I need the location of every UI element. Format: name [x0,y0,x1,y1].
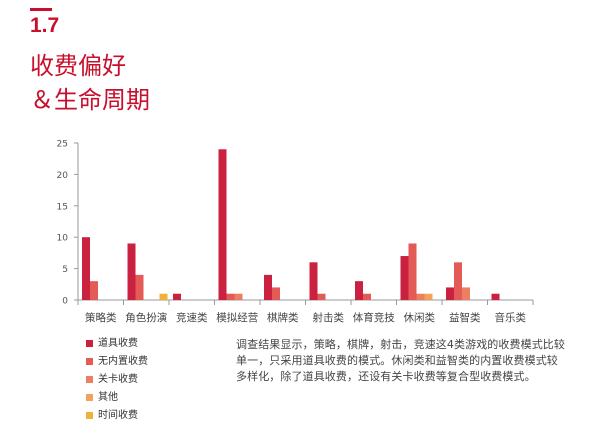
bar [159,293,168,300]
bar [218,149,227,300]
bar [173,293,181,300]
legend-swatch [86,376,93,383]
bar [355,281,363,300]
bar [400,256,409,300]
y-tick-label: 25 [57,140,68,150]
bar [82,237,90,300]
legend-label: 道具收费 [98,338,138,349]
bar [226,293,235,300]
bar [454,262,462,300]
x-tick-label: 棋牌类 [267,311,299,324]
bar [135,274,144,300]
legend-swatch [86,394,93,401]
legend-label: 时间收费 [98,410,138,421]
bar [127,243,136,300]
y-tick-label: 5 [62,265,68,275]
legend-swatch [86,358,93,365]
legend-swatch [86,412,93,419]
x-tick-label: 体育竞技 [353,311,395,324]
bar [416,293,425,300]
x-tick-label: 射击类 [313,311,345,324]
section-number: 1.7 [30,14,60,37]
x-tick-label: 音乐类 [495,311,527,324]
legend-label: 关卡收费 [98,374,138,385]
y-tick-label: 20 [57,171,69,181]
bar [264,274,272,300]
x-tick-label: 休闲类 [404,311,436,324]
bar [491,293,500,300]
bar [408,243,417,300]
bar [272,287,280,300]
description-text: 调查结果显示，策略，棋牌，射击，竞速这4类游戏的收费模式比较单一，只采用道具收费… [236,338,565,383]
y-tick-label: 0 [62,297,68,307]
x-tick-label: 益智类 [449,311,481,324]
chart-labels: 0 5 10 15 20 25 策略类 角色扮演 竞速类 模拟经营 棋牌类 射击类 体育竞技 休闲类 益智类… [57,140,527,325]
bar [309,262,318,300]
y-tick-label: 15 [57,202,68,212]
chart-bars [82,149,500,300]
page-title: 收费偏好 [30,52,126,80]
x-tick-label: 竞速类 [176,311,208,324]
bar [317,293,326,300]
x-tick-label: 策略类 [85,311,117,324]
legend-swatch [86,340,93,347]
x-tick-label: 角色扮演 [125,311,167,324]
legend-label: 无内置收费 [98,356,148,367]
bar-chart: 0 5 10 15 20 25 策略类 角色扮演 竞速类 模拟经营 棋牌类 射击类 体育竞技 休闲类 益智类… [57,140,534,325]
accent-bar [30,8,52,11]
y-tick-label: 10 [57,234,69,244]
bar [446,287,454,300]
bar [462,287,470,300]
legend-label: 其他 [98,392,118,403]
bar [363,293,371,300]
x-tick-label: 模拟经营 [216,311,258,324]
bar [234,293,243,300]
bar [424,293,433,300]
page-subtitle: ＆生命周期 [30,86,150,114]
bar [90,281,98,300]
